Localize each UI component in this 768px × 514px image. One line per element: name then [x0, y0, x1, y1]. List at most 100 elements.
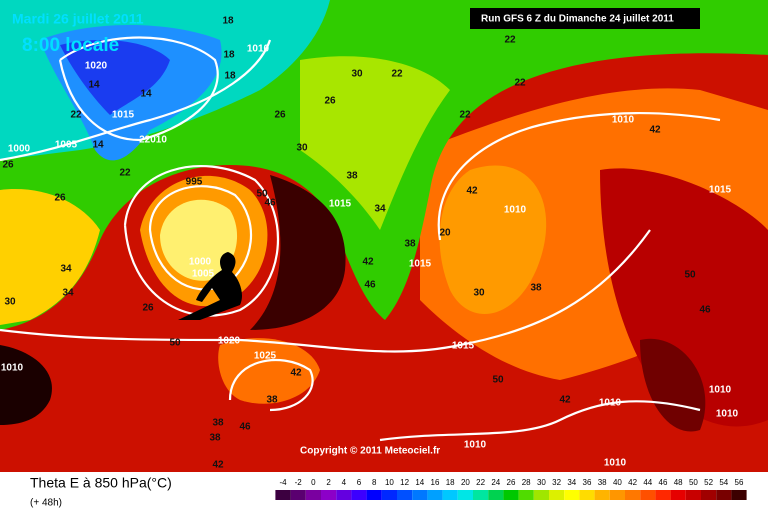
warm-core	[439, 165, 547, 314]
warm-pocket	[218, 338, 320, 404]
theta-label: 14	[92, 140, 104, 151]
isobar-label: 1000	[8, 144, 31, 155]
isobar-label: 1010	[709, 385, 732, 396]
legend-swatch	[412, 490, 428, 500]
theta-label: 50	[256, 189, 268, 200]
hot-core-west	[0, 345, 52, 425]
legend-swatch	[609, 490, 625, 500]
legend-swatch	[579, 490, 595, 500]
run-box	[470, 8, 700, 29]
legend-swatch	[457, 490, 473, 500]
theta-label: 38	[404, 239, 416, 250]
legend-tick-label: 52	[704, 478, 713, 487]
theta-label: 38	[346, 171, 358, 182]
theta-label: 26	[324, 96, 336, 107]
legend-swatch	[503, 490, 519, 500]
copyright: Copyright © 2011 Meteociel.fr	[300, 446, 440, 457]
isobar	[379, 400, 701, 442]
legend-tick-label: 50	[689, 478, 698, 487]
legend-tick-label: 22	[476, 478, 485, 487]
legend-swatch	[427, 490, 443, 500]
isobar-label: 1005	[192, 269, 215, 280]
theta-label: 22	[391, 69, 403, 80]
mild-band	[300, 56, 450, 230]
isobar-label: 1010	[612, 115, 635, 126]
isobar	[437, 111, 721, 241]
theta-label: 50	[169, 338, 181, 349]
legend-swatch	[336, 490, 352, 500]
theta-label: 42	[362, 257, 374, 268]
isobar	[0, 39, 272, 162]
isobar	[228, 358, 314, 412]
legend-swatch	[564, 490, 580, 500]
forecast-date: Mardi 26 juillet 2011	[12, 11, 144, 27]
theta-label: 18	[224, 71, 236, 82]
theta-label: 42	[559, 395, 571, 406]
legend-tick-label: 40	[613, 478, 622, 487]
theta-label: 22	[459, 110, 471, 121]
lead-time: (+ 48h)	[30, 498, 62, 509]
theta-label: 26	[2, 160, 14, 171]
legend-swatch	[625, 490, 641, 500]
isobar-label: 1015	[409, 259, 432, 270]
legend-tick-label: 14	[415, 478, 424, 487]
field-title: Theta E à 850 hPa(°C)	[30, 475, 172, 491]
legend-tick-label: 12	[400, 478, 409, 487]
theta-label: 14	[88, 80, 100, 91]
legend-tick-label: 36	[583, 478, 592, 487]
theta-label: 30	[296, 143, 308, 154]
theta-label: 20	[439, 228, 451, 239]
isobar-label: 1010	[604, 458, 627, 469]
theta-label: 30	[473, 288, 485, 299]
isobar	[58, 36, 219, 142]
legend-tick-label: 6	[357, 478, 362, 487]
legend-tick-label: 20	[461, 478, 470, 487]
legend-tick-label: -4	[279, 478, 287, 487]
theta-label: 22	[119, 168, 131, 179]
legend-swatch	[366, 490, 382, 500]
theta-label: 46	[239, 422, 251, 433]
legend-tick-label: 46	[659, 478, 668, 487]
isobar-label: 1010	[599, 398, 622, 409]
theta-label: 26	[54, 193, 66, 204]
isobar-label: 1010	[464, 440, 487, 451]
theta-label: 38	[209, 433, 221, 444]
legend-tick-label: 38	[598, 478, 607, 487]
isobar-label: 1010	[716, 409, 739, 420]
isobar-label: 1015	[329, 199, 352, 210]
legend-tick-label: 16	[431, 478, 440, 487]
theta-label: 34	[374, 204, 386, 215]
surfer-silhouette	[178, 252, 243, 320]
legend-swatch	[381, 490, 397, 500]
isobar	[0, 229, 651, 353]
theta-label: 30	[351, 69, 363, 80]
theta-label: 18	[222, 16, 234, 27]
legend-tick-label: 30	[537, 478, 546, 487]
legend-swatch	[473, 490, 489, 500]
legend-tick-label: 44	[643, 478, 652, 487]
theta-label: 46	[699, 305, 711, 316]
legend-swatch	[731, 490, 747, 500]
isobar-label: 1010	[1, 363, 24, 374]
theta-label: 42	[649, 125, 661, 136]
theta-label: 18	[223, 50, 235, 61]
isobar-label: 1010	[504, 205, 527, 216]
legend-tick-label: 56	[735, 478, 744, 487]
legend-tick-label: 26	[507, 478, 516, 487]
theta-label: 46	[264, 198, 276, 209]
theta-label: 38	[266, 395, 278, 406]
dry-slot	[250, 175, 346, 330]
theta-label: 42	[212, 460, 224, 471]
theta-label: 42	[466, 186, 478, 197]
legend-swatch	[488, 490, 504, 500]
isobar	[148, 185, 253, 291]
legend-swatch	[685, 490, 701, 500]
polar-core	[60, 40, 170, 115]
legend-tick-label: 8	[372, 478, 377, 487]
legend-swatch	[442, 490, 458, 500]
legend-swatch	[275, 490, 291, 500]
legend-tick-label: 42	[628, 478, 637, 487]
theta-label: 50	[684, 270, 696, 281]
